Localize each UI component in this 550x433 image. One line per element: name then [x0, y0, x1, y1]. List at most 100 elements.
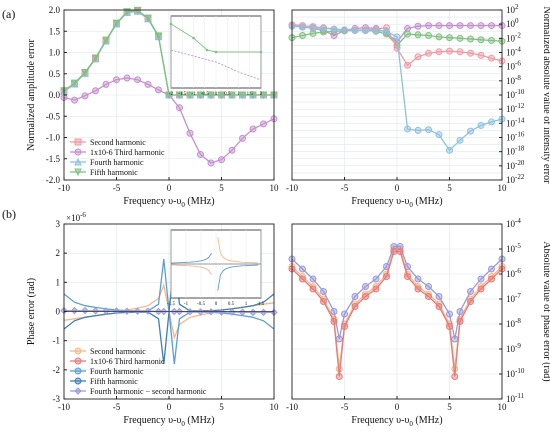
- y-multiplier: ×10-6: [66, 211, 86, 223]
- y-tick-label: 10-9: [506, 342, 521, 354]
- data-point: [383, 273, 390, 280]
- legend-marker: [74, 157, 82, 166]
- data-point: [425, 49, 432, 57]
- inset-tick-label: -0.5: [201, 92, 209, 97]
- data-point: [477, 285, 485, 293]
- legend-entry: 1x10-6 Third harmonic: [90, 357, 165, 366]
- data-point: [446, 47, 453, 55]
- data-point: [351, 293, 359, 300]
- y-tick-label: -2.0: [46, 175, 61, 185]
- data-point: [435, 48, 443, 56]
- y-tick-label: 10-10: [506, 367, 525, 379]
- y-tick-label: 10-14: [506, 116, 525, 128]
- data-point: [112, 307, 121, 315]
- data-point: [488, 36, 495, 44]
- data-point: [362, 293, 369, 300]
- legend-marker: [74, 377, 82, 385]
- legend-marker: [74, 168, 82, 177]
- data-point: [91, 54, 100, 63]
- data-point: [154, 32, 163, 41]
- data-point: [467, 298, 474, 305]
- data-point: [435, 131, 443, 139]
- y-tick-label: 10-16: [506, 131, 525, 143]
- data-point: [259, 91, 268, 100]
- y-tick-label: 10-2: [506, 31, 521, 43]
- data-point: [249, 308, 257, 317]
- x-axis-label: Frequency υ-υ0 (MHz): [351, 415, 442, 428]
- data-point: [467, 127, 474, 135]
- data-point: [446, 146, 453, 154]
- y-tick-label: 10-7: [506, 292, 521, 304]
- x-tick-label: -5: [341, 183, 349, 193]
- data-point: [197, 151, 204, 158]
- x-tick-label: 10: [270, 402, 280, 412]
- data-point: [456, 22, 464, 30]
- data-point: [467, 288, 474, 295]
- legend-marker: [74, 387, 82, 395]
- data-point: [456, 318, 464, 325]
- data-point: [81, 92, 89, 100]
- y-tick-label: 1: [56, 277, 61, 287]
- chart-b-right: -10 -5 0 5 10 10-4 10-5 10-6 10-7 10-8 10-9 10-10 10…: [286, 217, 550, 428]
- data-point: [404, 61, 411, 69]
- legend-entry: Second harmonic: [90, 138, 146, 147]
- x-tick-label: 10: [498, 402, 508, 412]
- y-tick-label: 2: [56, 248, 61, 258]
- inset-tick-label: -0.5: [197, 302, 205, 307]
- y-tick-label: 10-4: [506, 46, 521, 58]
- inset-a-left: -2 -1.5 -1 -0.5 0 0.5 1 1.5 2: [169, 15, 263, 97]
- data-point: [404, 30, 411, 38]
- legend-marker: [74, 138, 82, 146]
- data-point: [320, 288, 327, 295]
- x-tick-label: -10: [286, 402, 298, 412]
- data-point: [299, 23, 306, 31]
- y-tick-label: 100: [506, 17, 519, 29]
- data-point: [238, 91, 247, 100]
- data-point: [446, 22, 453, 30]
- x-tick-label: -5: [113, 183, 121, 193]
- data-point: [123, 74, 131, 82]
- data-point: [477, 275, 485, 283]
- data-point: [228, 308, 236, 316]
- data-point: [309, 29, 317, 37]
- data-point: [71, 96, 78, 104]
- y-tick-label: 10-8: [506, 74, 521, 86]
- x-tick-label: -5: [341, 402, 349, 412]
- data-point: [341, 323, 348, 330]
- inset-tick-label: 1: [237, 92, 240, 97]
- x-tick-label: -10: [58, 183, 70, 193]
- data-point: [451, 373, 459, 380]
- x-tick-label: 0: [167, 183, 172, 193]
- y-tick-label: 0.5: [49, 69, 61, 79]
- data-point: [477, 121, 485, 129]
- data-point: [341, 310, 348, 318]
- data-point: [299, 32, 306, 39]
- data-point: [396, 248, 404, 255]
- data-point: [414, 275, 422, 283]
- legend-marker: [74, 347, 82, 355]
- y-axis-label: Normalized absolute value of intensity e…: [541, 7, 550, 185]
- data-point: [335, 335, 343, 343]
- data-point: [260, 120, 267, 128]
- data-point: [186, 91, 194, 100]
- data-point: [456, 48, 464, 56]
- x-tick-label: 5: [447, 183, 452, 193]
- y-tick-label: 10-12: [506, 102, 525, 114]
- data-point: [414, 53, 422, 61]
- data-point: [207, 91, 215, 100]
- legend-entry: Second harmonic: [90, 347, 146, 356]
- legend-entry: Fourth harmonic − second harmonic: [90, 387, 207, 396]
- inset-tick-label: 0.5: [224, 92, 231, 97]
- data-point: [70, 306, 79, 315]
- data-point: [238, 308, 247, 316]
- data-point: [113, 76, 120, 84]
- data-point: [362, 283, 369, 290]
- data-point: [488, 265, 495, 273]
- data-point: [144, 14, 152, 23]
- inset-series-line: [217, 237, 259, 264]
- legend-marker: [74, 357, 82, 365]
- inset-series-line: [170, 49, 262, 81]
- data-point: [320, 298, 327, 305]
